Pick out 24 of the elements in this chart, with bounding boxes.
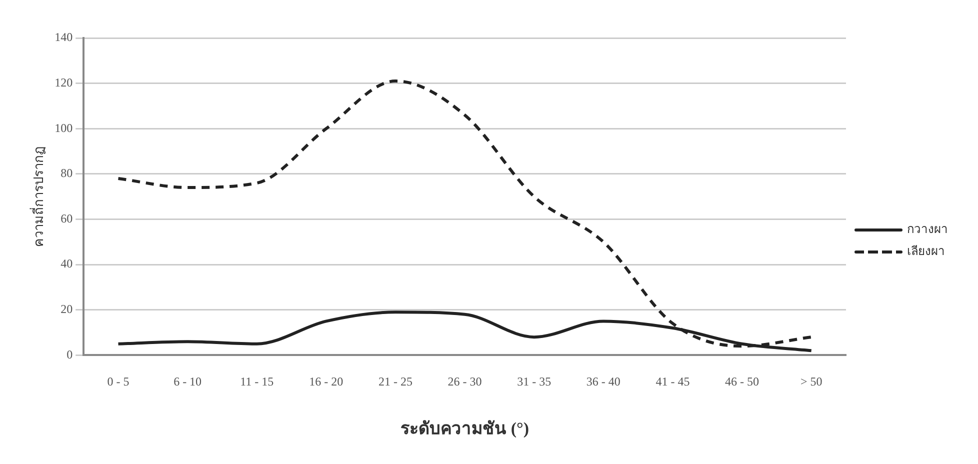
x-tick-label: 0 - 5 (107, 374, 130, 389)
legend-label: กวางผา (907, 222, 948, 236)
y-tick-label: 0 (66, 347, 73, 362)
x-tick-label: 41 - 45 (656, 374, 690, 389)
x-tick-label: 11 - 15 (240, 374, 274, 389)
x-tick-label: > 50 (800, 374, 822, 389)
y-tick-label: 120 (54, 75, 73, 90)
x-tick-label: 21 - 25 (378, 374, 412, 389)
y-axis-title: ความถี่การปรากฏ (30, 146, 46, 248)
legend-label: เลียงผา (907, 244, 945, 258)
x-tick-label: 16 - 20 (309, 374, 344, 389)
x-tick-label: 26 - 30 (448, 374, 482, 389)
x-tick-label: 36 - 40 (586, 374, 620, 389)
line-series (116, 80, 813, 348)
x-axis-title: ระดับความชัน (°) (400, 419, 529, 438)
y-tick-label: 60 (60, 211, 73, 226)
x-tick-label: 31 - 35 (517, 374, 552, 389)
y-tick-label: 40 (60, 256, 73, 271)
y-tick-label: 20 (60, 302, 73, 316)
y-tick-label: 80 (60, 166, 73, 180)
y-tick-label: 140 (54, 30, 73, 44)
x-tick-label: 6 - 10 (174, 374, 202, 389)
x-tick-label: 46 - 50 (725, 374, 760, 389)
y-tick-label: 100 (54, 120, 73, 135)
